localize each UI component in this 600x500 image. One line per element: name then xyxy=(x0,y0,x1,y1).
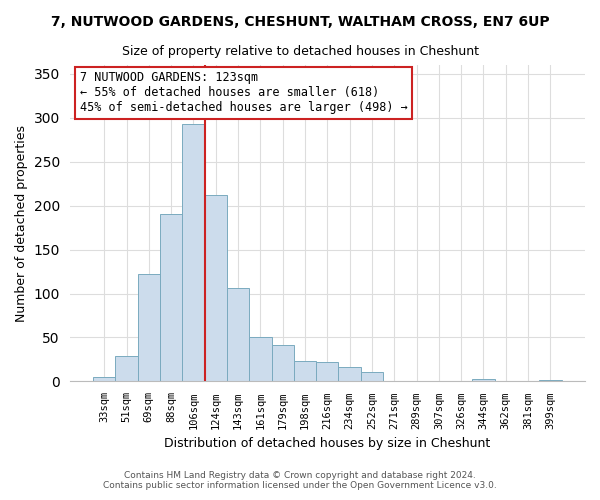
Bar xyxy=(338,368,361,382)
Bar xyxy=(249,338,272,382)
Bar xyxy=(160,214,182,382)
Bar xyxy=(539,380,562,382)
Text: Size of property relative to detached houses in Cheshunt: Size of property relative to detached ho… xyxy=(121,45,479,58)
Bar xyxy=(205,195,227,382)
Bar xyxy=(316,362,338,382)
Bar xyxy=(472,379,494,382)
Bar xyxy=(93,377,115,382)
Bar xyxy=(361,372,383,382)
Bar xyxy=(227,288,249,382)
Bar xyxy=(137,274,160,382)
Y-axis label: Number of detached properties: Number of detached properties xyxy=(15,124,28,322)
Text: Contains HM Land Registry data © Crown copyright and database right 2024.
Contai: Contains HM Land Registry data © Crown c… xyxy=(103,470,497,490)
Bar xyxy=(294,361,316,382)
Text: 7 NUTWOOD GARDENS: 123sqm
← 55% of detached houses are smaller (618)
45% of semi: 7 NUTWOOD GARDENS: 123sqm ← 55% of detac… xyxy=(80,72,408,114)
Bar xyxy=(182,124,205,382)
X-axis label: Distribution of detached houses by size in Cheshunt: Distribution of detached houses by size … xyxy=(164,437,490,450)
Text: 7, NUTWOOD GARDENS, CHESHUNT, WALTHAM CROSS, EN7 6UP: 7, NUTWOOD GARDENS, CHESHUNT, WALTHAM CR… xyxy=(50,15,550,29)
Bar xyxy=(115,356,137,382)
Bar xyxy=(272,344,294,382)
